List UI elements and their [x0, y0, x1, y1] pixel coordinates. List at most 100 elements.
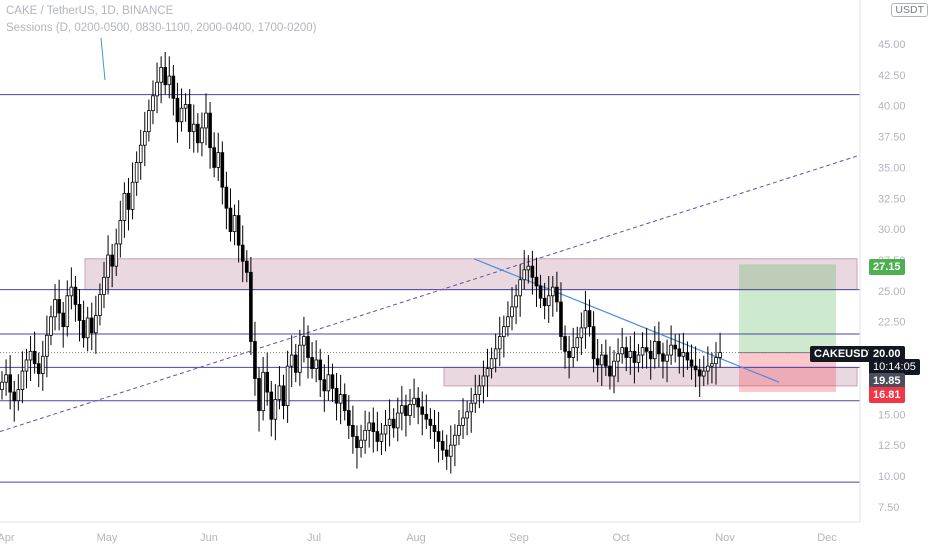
candle-body: [587, 310, 592, 328]
candle-body: [314, 359, 318, 370]
candle-body: [24, 359, 29, 372]
dashed-trend-line[interactable]: [0, 154, 861, 433]
candle-body: [644, 347, 649, 352]
price-tick-label: 22.50: [878, 317, 906, 329]
candle-body: [400, 405, 404, 414]
candle-body: [163, 67, 168, 86]
candle-body: [77, 304, 82, 321]
peak-marker-line[interactable]: [100, 37, 106, 81]
candle-body: [126, 192, 131, 210]
candle-body: [395, 412, 400, 429]
candle-body: [200, 127, 204, 144]
candle-body: [379, 433, 384, 442]
candle-body: [518, 279, 522, 297]
symbol-label: CAKEUSDT: [810, 346, 880, 362]
candle-body: [710, 363, 714, 367]
candle-body: [677, 348, 682, 357]
candle-body: [604, 354, 608, 367]
candle-body: [546, 295, 551, 307]
currency-button[interactable]: USDT: [891, 3, 928, 17]
candle-body: [208, 112, 212, 149]
horizontal-levels-layer[interactable]: [0, 94, 860, 483]
candle-body: [408, 404, 412, 416]
candle-body: [706, 365, 710, 372]
candle-body: [624, 347, 629, 358]
candle-body: [359, 439, 363, 449]
candle-body: [8, 374, 12, 393]
candle-body: [412, 397, 416, 405]
candle-body: [424, 413, 429, 420]
candle-body: [689, 359, 694, 367]
candle-body: [36, 363, 41, 374]
candle-body: [428, 418, 433, 426]
level-price-label: 19.85: [869, 373, 905, 389]
sessions-indicator-label[interactable]: Sessions (D, 0200-0500, 0830-1100, 2000-…: [6, 22, 317, 34]
candle-body: [559, 301, 563, 337]
time-tick-label: Dec: [817, 532, 837, 544]
position-tool[interactable]: [739, 264, 836, 392]
candle-body: [653, 341, 657, 360]
candle-body: [257, 378, 261, 411]
candle-body: [579, 327, 584, 339]
candle-body: [94, 315, 98, 334]
chart-title: CAKE / TetherUS, 1D, BINANCE: [6, 5, 174, 17]
candle-body: [302, 336, 306, 346]
candle-body: [461, 417, 465, 426]
candle-body: [595, 358, 600, 366]
candle-body: [506, 316, 510, 328]
candle-body: [436, 431, 441, 442]
supply-zone[interactable]: [84, 258, 858, 291]
candle-body: [32, 350, 37, 365]
time-axis[interactable]: Apr May Jun Jul Aug Sep Oct Nov Dec: [0, 521, 860, 544]
candle-body: [330, 374, 335, 389]
candle-body: [240, 244, 245, 262]
candle-body: [375, 431, 380, 442]
candle-body: [555, 286, 559, 303]
candle-body: [440, 441, 445, 451]
candle-body: [583, 310, 588, 329]
time-tick-label: Jun: [200, 532, 218, 544]
candle-body: [346, 410, 351, 426]
candle-body: [432, 424, 437, 432]
time-tick-label: Sep: [509, 532, 529, 544]
candle-body: [673, 344, 677, 350]
candle-body: [355, 436, 359, 449]
candle-body: [0, 381, 4, 390]
candle-body: [69, 286, 74, 297]
candle-body: [293, 354, 298, 373]
candle-body: [542, 297, 547, 307]
candle-body: [159, 67, 163, 83]
candle-body: [367, 422, 371, 431]
candle-body: [563, 336, 567, 352]
time-tick-label: May: [97, 532, 118, 544]
candle-body: [669, 344, 673, 356]
price-tick-label: 15.00: [878, 409, 906, 421]
candle-body: [636, 354, 641, 363]
candle-body: [179, 107, 184, 123]
candle-body: [575, 337, 580, 349]
candle-body: [661, 353, 665, 362]
price-tick-label: 35.00: [878, 162, 906, 174]
take-profit-area[interactable]: [739, 264, 836, 353]
candle-body: [599, 354, 604, 366]
candle-body: [142, 131, 147, 146]
price-tick-label: 32.50: [878, 193, 906, 205]
candle-body: [534, 276, 539, 287]
candle-body: [102, 276, 106, 295]
candle-body: [155, 81, 159, 97]
candle-body: [497, 336, 502, 350]
candle-body: [485, 368, 490, 377]
candle-body: [334, 387, 339, 404]
candle-body: [620, 347, 624, 355]
price-tick-label: 40.00: [878, 101, 906, 113]
candle-body: [665, 354, 669, 362]
candle-body: [220, 152, 225, 188]
candle-body: [130, 181, 135, 210]
candle-body: [416, 397, 420, 408]
price-tick-label: 42.50: [878, 70, 906, 82]
price-tick-label: 10.00: [878, 471, 906, 483]
candle-body: [134, 162, 139, 183]
candle-body: [591, 326, 596, 360]
candle-body: [89, 317, 94, 334]
